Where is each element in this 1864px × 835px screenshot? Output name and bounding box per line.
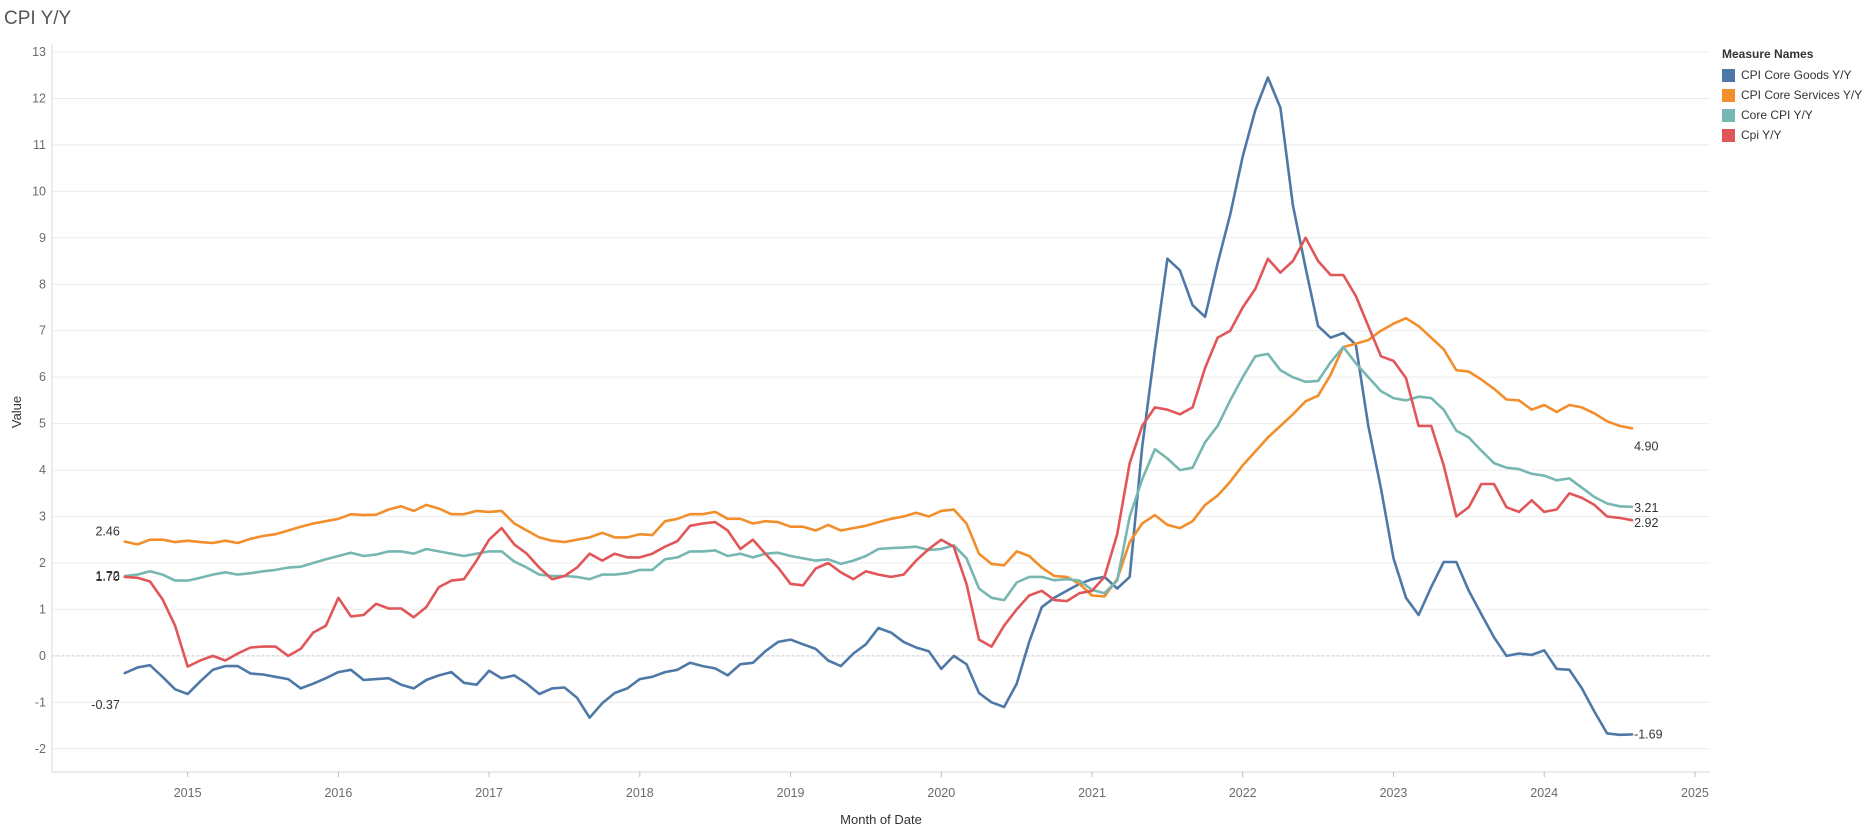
chart-title: CPI Y/Y [4,8,72,29]
start-value-label: -0.37 [91,698,120,712]
data-labels: -0.37 -1.69 2.46 4.90 1.72 3.21 1.70 2.92 [91,439,1662,741]
end-value-label: 2.92 [1634,516,1658,530]
x-tick-label: 2016 [324,786,352,800]
start-value-label: 2.46 [95,525,119,539]
y-tick-label: 6 [39,370,46,384]
legend: Measure Names CPI Core Goods Y/Y CPI Core… [1722,47,1864,145]
legend-swatch [1722,88,1735,102]
legend-label: Core CPI Y/Y [1741,108,1813,122]
x-tick-label: 2017 [475,786,503,800]
x-tick-label: 2021 [1078,786,1106,800]
series-lines [123,76,1634,737]
legend-label: CPI Core Services Y/Y [1741,88,1863,102]
y-tick-label: 12 [32,91,46,105]
y-tick-label: 9 [39,231,46,245]
y-tick-label: 0 [39,649,46,663]
y-tick-label: 7 [39,324,46,338]
x-tick-label: 2019 [777,786,805,800]
y-axis-label: Value [9,396,24,428]
x-tick-label: 2023 [1380,786,1408,800]
start-value-label: 1.72 [95,569,119,583]
legend-item[interactable]: CPI Core Goods Y/Y [1722,65,1864,85]
legend-swatch [1722,108,1735,122]
legend-label: CPI Core Goods Y/Y [1741,68,1852,82]
x-tick-label: 2015 [174,786,202,800]
x-tick-label: 2025 [1681,786,1709,800]
gridlines [52,51,1710,750]
series-line-cpi-core-goods-y-y [123,76,1634,737]
y-tick-label: 10 [32,184,46,198]
x-tick-label: 2018 [626,786,654,800]
x-axis-label: Month of Date [840,812,922,827]
y-tick-label: 1 [39,602,46,616]
end-value-label: 4.90 [1634,439,1658,453]
end-value-label: 3.21 [1634,501,1658,515]
legend-swatch [1722,128,1735,142]
x-tick-label: 2020 [927,786,955,800]
series-line-cpi-core-services-y-y [123,316,1634,598]
y-tick-label: 3 [39,510,46,524]
y-tick-label: 8 [39,277,46,291]
legend-label: Cpi Y/Y [1741,128,1782,142]
x-tick-label: 2022 [1229,786,1257,800]
legend-title: Measure Names [1722,47,1814,61]
y-tick-label: 11 [33,138,46,152]
legend-item[interactable]: Core CPI Y/Y [1722,105,1864,125]
x-tick-label: 2024 [1530,786,1558,800]
legend-item[interactable]: Cpi Y/Y [1722,125,1864,145]
y-tick-label: 2 [39,556,46,570]
legend-items: CPI Core Goods Y/Y CPI Core Services Y/Y C… [1722,65,1864,145]
y-tick-label: 4 [39,463,46,477]
legend-swatch [1722,68,1735,82]
y-tick-label: 13 [32,45,46,59]
start-value-label: 1.70 [95,570,119,584]
y-tick-label: -1 [35,695,46,709]
y-tick-label: 5 [39,417,46,431]
legend-item[interactable]: CPI Core Services Y/Y [1722,85,1864,105]
end-value-label: -1.69 [1634,727,1663,741]
series-line-cpi-y-y [123,236,1634,668]
y-tick-label: -2 [35,742,46,756]
series-line-core-cpi-y-y [123,345,1634,602]
